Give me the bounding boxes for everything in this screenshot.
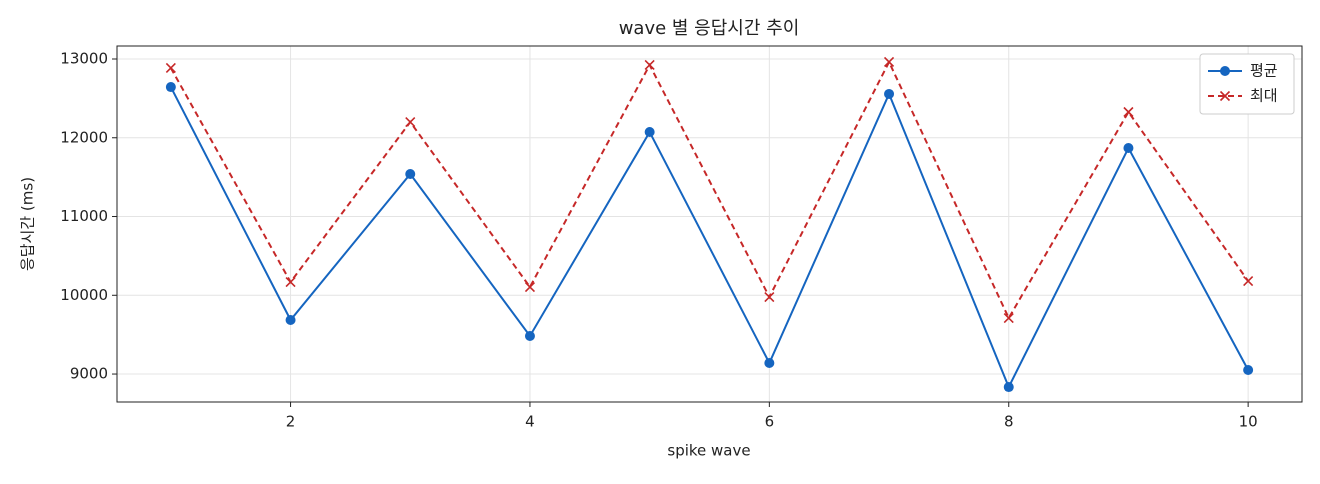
point (165, 82, 176, 93)
y-tick-label: 12000 (60, 128, 108, 146)
point (165, 62, 176, 74)
point (405, 116, 416, 128)
point (1003, 382, 1014, 393)
y-axis-label: 응답시간 (ms) (19, 177, 37, 271)
point (1123, 142, 1134, 153)
point (884, 88, 895, 99)
chart-title: wave 별 응답시간 추이 (619, 18, 800, 39)
point (1003, 312, 1014, 324)
point (1220, 66, 1230, 76)
point (764, 358, 775, 369)
series-line (169, 59, 1249, 321)
series-line (169, 86, 1250, 390)
legend-label: 최대 (1250, 87, 1278, 105)
point (883, 56, 895, 68)
plot-frame (116, 45, 1303, 403)
point (285, 276, 296, 288)
point (1219, 90, 1231, 102)
point (1243, 365, 1254, 376)
x-tick-label: 4 (525, 413, 535, 431)
point (524, 281, 536, 293)
x-axis-label: spike wave (667, 442, 750, 460)
y-tick-label: 9000 (70, 365, 108, 383)
legend-label: 평균 (1250, 62, 1278, 80)
x-tick-label: 2 (286, 413, 296, 431)
point (1243, 275, 1254, 287)
y-tick-label: 11000 (60, 207, 108, 225)
point (764, 291, 775, 303)
legend-box (1199, 53, 1295, 115)
point (644, 127, 655, 138)
point (285, 315, 296, 326)
x-tick-label: 8 (1004, 413, 1014, 431)
point (644, 59, 655, 71)
point (1123, 106, 1134, 118)
point (405, 168, 416, 179)
x-tick-label: 6 (765, 413, 775, 431)
y-tick-label: 10000 (60, 286, 108, 304)
x-tick-label: 10 (1239, 413, 1258, 431)
y-tick-label: 13000 (60, 49, 108, 67)
point (524, 330, 535, 341)
